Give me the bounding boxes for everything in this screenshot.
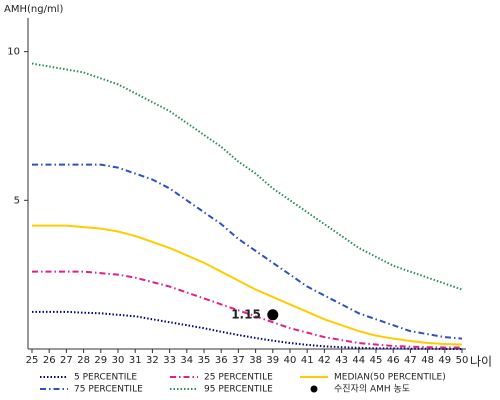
x-tick-label: 38: [249, 355, 262, 366]
patient-point: [267, 309, 279, 321]
x-tick-label: 37: [232, 355, 245, 366]
legend-label: MEDIAN(50 PERCENTILE): [334, 373, 446, 383]
legend-label: 5 PERCENTILE: [74, 373, 137, 383]
series-line: [32, 270, 462, 349]
x-tick-label: 34: [180, 355, 193, 366]
x-tick-label: 42: [318, 355, 331, 366]
x-tick-label: 29: [94, 355, 107, 366]
x-tick-label: 48: [421, 355, 434, 366]
point-label: 1.15: [231, 307, 261, 321]
x-tick-label: 28: [77, 355, 90, 366]
legend-label: 25 PERCENTILE: [204, 373, 273, 383]
x-tick-label: 25: [26, 355, 39, 366]
x-tick-label: 45: [370, 355, 383, 366]
x-tick-label: 44: [352, 355, 365, 366]
x-tick-label: 36: [215, 355, 228, 366]
x-tick-label: 46: [387, 355, 400, 366]
legend-label: 95 PERCENTILE: [204, 385, 273, 395]
x-tick-label: 26: [43, 355, 56, 366]
x-tick-label: 33: [163, 355, 176, 366]
x-tick-label: 47: [404, 355, 417, 366]
series-line: [32, 224, 463, 346]
x-tick-label: 27: [60, 355, 73, 366]
series-line: [32, 163, 463, 340]
y-axis-label: AMH(ng/ml): [4, 4, 63, 15]
x-tick-label: 32: [146, 355, 159, 366]
series-line: [31, 62, 463, 291]
x-tick-label: 30: [112, 355, 125, 366]
y-tick-label: 5: [14, 195, 20, 206]
x-tick-label: 31: [129, 355, 142, 366]
x-tick-label: 39: [266, 355, 279, 366]
x-tick-label: 41: [301, 355, 314, 366]
x-tick-label: 35: [198, 355, 211, 366]
x-tick-label: 50: [456, 355, 469, 366]
series-line: [32, 310, 462, 350]
x-tick-label: 43: [335, 355, 348, 366]
legend-label: 75 PERCENTILE: [74, 385, 143, 395]
x-tick-label: 40: [284, 355, 297, 366]
x-tick-label: 49: [438, 355, 451, 366]
legend-swatch: [310, 385, 318, 393]
y-tick-label: 10: [7, 47, 20, 58]
legend-label: 수진자의 AMH 농도: [334, 384, 410, 395]
x-axis-label: 나이: [470, 355, 492, 369]
